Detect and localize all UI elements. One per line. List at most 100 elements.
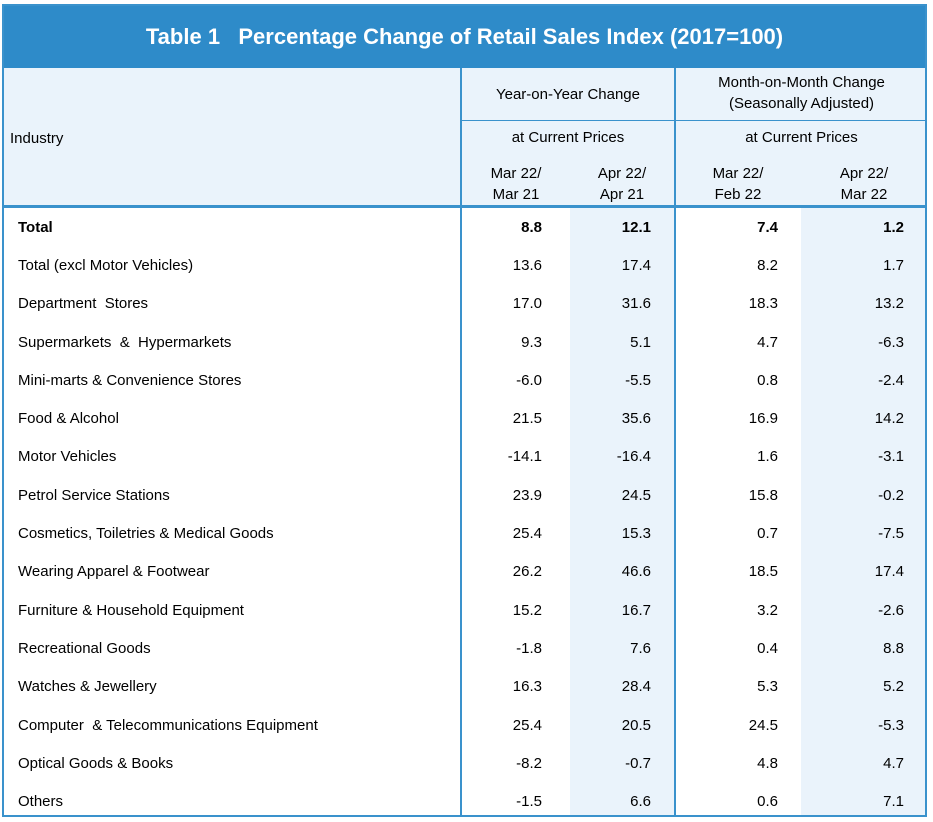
divider-industry (460, 68, 462, 815)
value-cell: 12.1 (621, 218, 651, 236)
value-cell: -14.1 (507, 448, 542, 466)
divider-groups (674, 68, 676, 815)
col-header-mom-apr: Apr 22/ Mar 22 (814, 163, 914, 205)
value-cell: 25.4 (512, 716, 542, 734)
value-cell: -5.3 (878, 716, 904, 734)
value-cell: 5.3 (757, 678, 778, 696)
industry-label: Total (excl Motor Vehicles) (18, 256, 194, 274)
industry-label: Wearing Apparel & Footwear (18, 563, 210, 581)
yoy-group-header: Year-on-Year Change (495, 86, 640, 103)
col-header-line1: Mar 22/ (712, 165, 764, 182)
value-cell: 23.9 (512, 486, 542, 504)
col-header-line2: Mar 21 (492, 186, 540, 203)
industry-label: Petrol Service Stations (18, 486, 170, 504)
value-cell: 15.2 (512, 601, 542, 619)
table-row: Total 8.8 12.1 7.4 1.2 (4, 208, 925, 246)
table-row: Furniture & Household Equipment 15.2 16.7 3… (4, 591, 925, 629)
value-cell: 16.3 (512, 678, 542, 696)
table-row: Petrol Service Stations 23.9 24.5 15.8 -0.2 (4, 476, 925, 514)
value-cell: 13.6 (512, 256, 542, 274)
value-cell: -0.7 (625, 754, 651, 772)
value-cell: -8.2 (516, 754, 542, 772)
value-cell: -2.6 (878, 601, 904, 619)
value-cell: 31.6 (621, 295, 651, 313)
column-shade-mom (801, 208, 925, 815)
table-row: Supermarkets & Hypermarkets 9.3 5.1 4.7 -6.3 (4, 323, 925, 361)
value-cell: 17.4 (621, 256, 651, 274)
yoy-prices-header: at Current Prices (511, 129, 625, 146)
value-cell: 5.2 (883, 678, 904, 696)
table-row: Computer & Telecommunications Equipment 2… (4, 706, 925, 744)
value-cell: 0.7 (757, 525, 778, 543)
value-cell: 25.4 (512, 525, 542, 543)
industry-label: Computer & Telecommunications Equipment (18, 716, 318, 734)
column-shade-yoy (570, 208, 676, 815)
value-cell: 15.3 (621, 525, 651, 543)
value-cell: 20.5 (621, 716, 651, 734)
value-cell: -1.8 (516, 639, 542, 657)
value-cell: -5.5 (625, 371, 651, 389)
industry-label: Optical Goods & Books (18, 754, 174, 772)
value-cell: 5.1 (630, 333, 651, 351)
value-cell: -6.0 (516, 371, 542, 389)
industry-label: Cosmetics, Toiletries & Medical Goods (18, 525, 274, 543)
value-cell: 17.0 (512, 295, 542, 313)
table-row: Total (excl Motor Vehicles) 13.6 17.4 8.2 1.… (4, 246, 925, 284)
table-row: Others -1.5 6.6 0.6 7.1 (4, 783, 925, 821)
col-header-yoy-mar: Mar 22/ Mar 21 (466, 163, 566, 205)
value-cell: 9.3 (521, 333, 542, 351)
value-cell: -0.2 (878, 486, 904, 504)
value-cell: 7.6 (630, 639, 651, 657)
col-header-line2: Feb 22 (714, 186, 762, 203)
table-row: Food & Alcohol 21.5 35.6 16.9 14.2 (4, 400, 925, 438)
value-cell: 24.5 (621, 486, 651, 504)
industry-label: Food & Alcohol (18, 410, 119, 428)
industry-label: Mini-marts & Convenience Stores (18, 371, 242, 389)
table-row: Recreational Goods -1.8 7.6 0.4 8.8 (4, 629, 925, 667)
value-cell: 18.5 (748, 563, 778, 581)
mom-group-header-line2: (Seasonally Adjusted) (728, 95, 875, 112)
value-cell: 6.6 (630, 793, 651, 811)
value-cell: 26.2 (512, 563, 542, 581)
value-cell: 1.6 (757, 448, 778, 466)
value-cell: 0.6 (757, 793, 778, 811)
value-cell: 16.9 (748, 410, 778, 428)
table-row: Watches & Jewellery 16.3 28.4 5.3 5.2 (4, 668, 925, 706)
industry-label: Furniture & Household Equipment (18, 601, 244, 619)
industry-header: Industry (10, 130, 64, 147)
value-cell: 1.2 (883, 218, 904, 236)
col-header-mom-mar: Mar 22/ Feb 22 (688, 163, 788, 205)
value-cell: 18.3 (748, 295, 778, 313)
value-cell: -2.4 (878, 371, 904, 389)
table-row: Department Stores 17.0 31.6 18.3 13.2 (4, 285, 925, 323)
industry-label: Others (18, 793, 64, 811)
value-cell: 14.2 (874, 410, 904, 428)
industry-label: Recreational Goods (18, 639, 151, 657)
value-cell: 3.2 (757, 601, 778, 619)
col-header-line2: Mar 22 (840, 186, 888, 203)
value-cell: 8.2 (757, 256, 778, 274)
value-cell: 7.4 (757, 218, 778, 236)
value-cell: 4.7 (757, 333, 778, 351)
col-header-line2: Apr 21 (599, 186, 645, 203)
industry-label: Total (18, 218, 53, 236)
value-cell: -1.5 (516, 793, 542, 811)
industry-label: Motor Vehicles (18, 448, 117, 466)
table-row: Wearing Apparel & Footwear 26.2 46.6 18.5 17… (4, 553, 925, 591)
value-cell: 7.1 (883, 793, 904, 811)
value-cell: 21.5 (512, 410, 542, 428)
value-cell: 35.6 (621, 410, 651, 428)
col-header-line1: Mar 22/ (490, 165, 542, 182)
value-cell: -7.5 (878, 525, 904, 543)
value-cell: 15.8 (748, 486, 778, 504)
industry-label: Supermarkets & Hypermarkets (18, 333, 232, 351)
table-header: Industry Year-on-Year Change Month-on-Mo… (4, 68, 925, 208)
value-cell: -3.1 (878, 448, 904, 466)
value-cell: 8.8 (521, 218, 542, 236)
mom-prices-header: at Current Prices (745, 129, 858, 146)
value-cell: 0.4 (757, 639, 778, 657)
table-row: Motor Vehicles -14.1 -16.4 1.6 -3.1 (4, 438, 925, 476)
retail-sales-table: Table 1 Percentage Change of Retail Sale… (2, 4, 927, 817)
value-cell: -6.3 (878, 333, 904, 351)
value-cell: 17.4 (874, 563, 904, 581)
